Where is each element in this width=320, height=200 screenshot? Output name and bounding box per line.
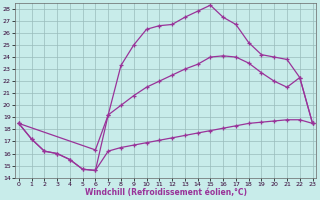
X-axis label: Windchill (Refroidissement éolien,°C): Windchill (Refroidissement éolien,°C) <box>85 188 247 197</box>
